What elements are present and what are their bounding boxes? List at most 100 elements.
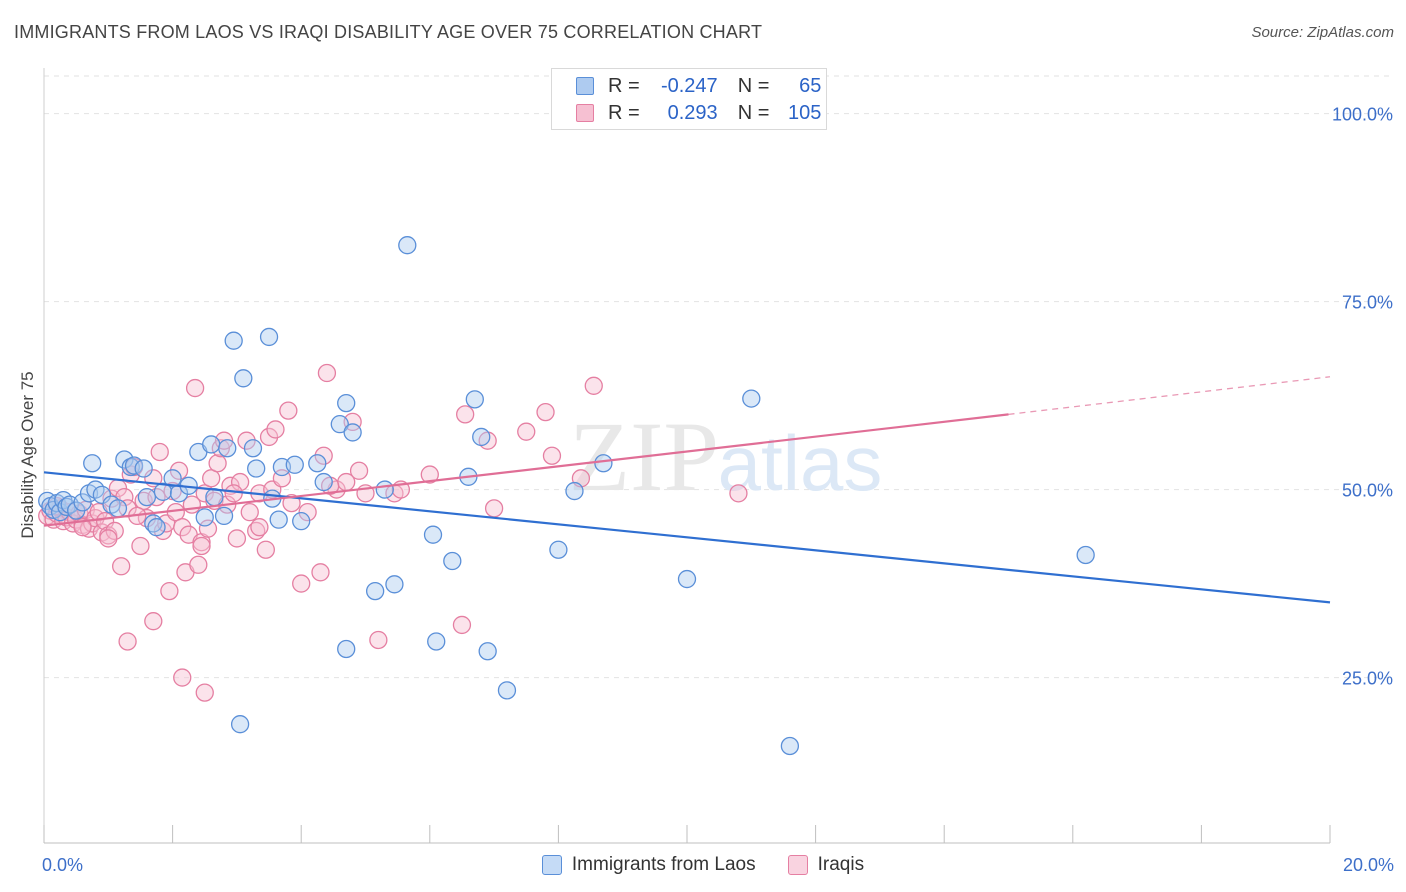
watermark-atlas: atlas <box>718 419 883 507</box>
data-point <box>92 485 112 504</box>
data-point <box>365 581 385 601</box>
data-point <box>337 393 356 413</box>
data-point <box>202 469 221 488</box>
legend-swatch-pink <box>787 855 808 875</box>
data-point <box>224 484 243 503</box>
trend-lines <box>43 376 1331 604</box>
data-point <box>584 376 603 395</box>
y-tick-label: 50.0% <box>1342 481 1393 501</box>
data-point <box>230 715 250 734</box>
legend-r-value: -0.247 <box>660 74 718 97</box>
data-point <box>565 481 584 501</box>
data-point <box>189 555 208 574</box>
x-tick-label: 0.0% <box>42 855 83 875</box>
data-point <box>195 508 214 527</box>
data-point <box>108 499 128 518</box>
data-point <box>73 493 92 512</box>
data-point <box>150 442 169 462</box>
data-point <box>279 401 298 420</box>
legend-n-label: N = <box>737 101 770 124</box>
data-point <box>243 439 263 458</box>
data-point <box>259 327 279 347</box>
trend-line-blue <box>43 471 1331 604</box>
data-point <box>173 518 192 537</box>
legend-swatch-blue <box>576 77 594 95</box>
x-tick-label: 20.0% <box>1343 855 1394 875</box>
series-legend: Immigrants from Laos Iraqis <box>0 852 1406 878</box>
y-tick-label: 100.0% <box>1332 105 1393 125</box>
legend-label-laos: Immigrants from Laos <box>571 854 756 875</box>
data-point <box>163 469 182 488</box>
trend-line-extension-pink <box>1008 376 1331 416</box>
data-point <box>115 450 134 469</box>
legend-row-laos: R = -0.247 N = 65 <box>576 73 821 99</box>
data-point <box>465 390 484 409</box>
legend-item-laos: Immigrants from Laos <box>541 854 756 876</box>
data-point <box>95 512 115 531</box>
data-point <box>308 454 327 473</box>
data-point <box>1076 545 1095 565</box>
data-point <box>83 454 102 473</box>
trend-line-pink <box>43 413 1009 527</box>
data-point <box>443 551 462 571</box>
data-point <box>385 575 404 594</box>
data-point <box>137 487 157 507</box>
data-point <box>349 461 369 480</box>
chart-source: Source: ZipAtlas.com <box>1251 24 1394 41</box>
axes <box>43 68 1331 844</box>
legend-label-iraqis: Iraqis <box>817 854 865 875</box>
data-point <box>160 581 179 601</box>
series-iraqis <box>38 363 748 702</box>
data-point <box>134 459 153 478</box>
data-point <box>144 612 163 631</box>
data-point <box>256 540 275 559</box>
data-point <box>227 529 247 548</box>
legend-item-iraqis: Iraqis <box>787 854 865 876</box>
data-point <box>311 563 330 582</box>
data-point <box>452 615 472 635</box>
data-point <box>131 536 150 556</box>
data-point <box>282 493 301 513</box>
data-point <box>314 446 333 465</box>
data-point <box>247 459 266 478</box>
data-point <box>73 518 92 537</box>
y-axis-label: Disability Age Over 75 <box>18 371 37 538</box>
data-point <box>112 557 131 576</box>
data-point <box>195 683 214 702</box>
watermark: ZIP atlas <box>569 401 882 512</box>
data-point <box>240 502 259 522</box>
data-point <box>742 389 761 408</box>
data-point <box>317 363 337 383</box>
data-point <box>549 540 568 559</box>
data-point <box>677 569 697 589</box>
data-point <box>266 420 285 439</box>
legend-row-iraqis: R = 0.293 N = 105 <box>576 100 821 126</box>
y-tick-label: 25.0% <box>1342 669 1393 689</box>
data-point <box>298 502 317 522</box>
tick-labels: 25.0% 50.0% 75.0% 100.0% 0.0% 20.0% <box>42 105 1394 875</box>
data-point <box>202 435 221 454</box>
data-point <box>330 415 349 434</box>
data-point <box>292 574 311 593</box>
data-point <box>369 630 388 650</box>
data-point <box>337 639 356 659</box>
data-point <box>472 427 491 447</box>
data-point <box>250 518 269 537</box>
data-point <box>542 446 562 465</box>
data-point <box>259 427 279 447</box>
data-point <box>314 472 333 492</box>
data-point <box>478 642 497 661</box>
legend-n-label: N = <box>737 74 770 97</box>
data-point <box>343 423 362 442</box>
data-point <box>427 632 446 651</box>
data-point <box>517 422 536 441</box>
data-point <box>729 484 748 503</box>
data-point <box>536 402 555 422</box>
data-point <box>105 521 124 541</box>
data-point <box>484 499 504 518</box>
legend-r-label: R = <box>608 101 640 124</box>
data-point <box>456 405 475 424</box>
data-point <box>780 736 800 756</box>
data-point <box>423 525 443 544</box>
data-point <box>198 519 218 538</box>
